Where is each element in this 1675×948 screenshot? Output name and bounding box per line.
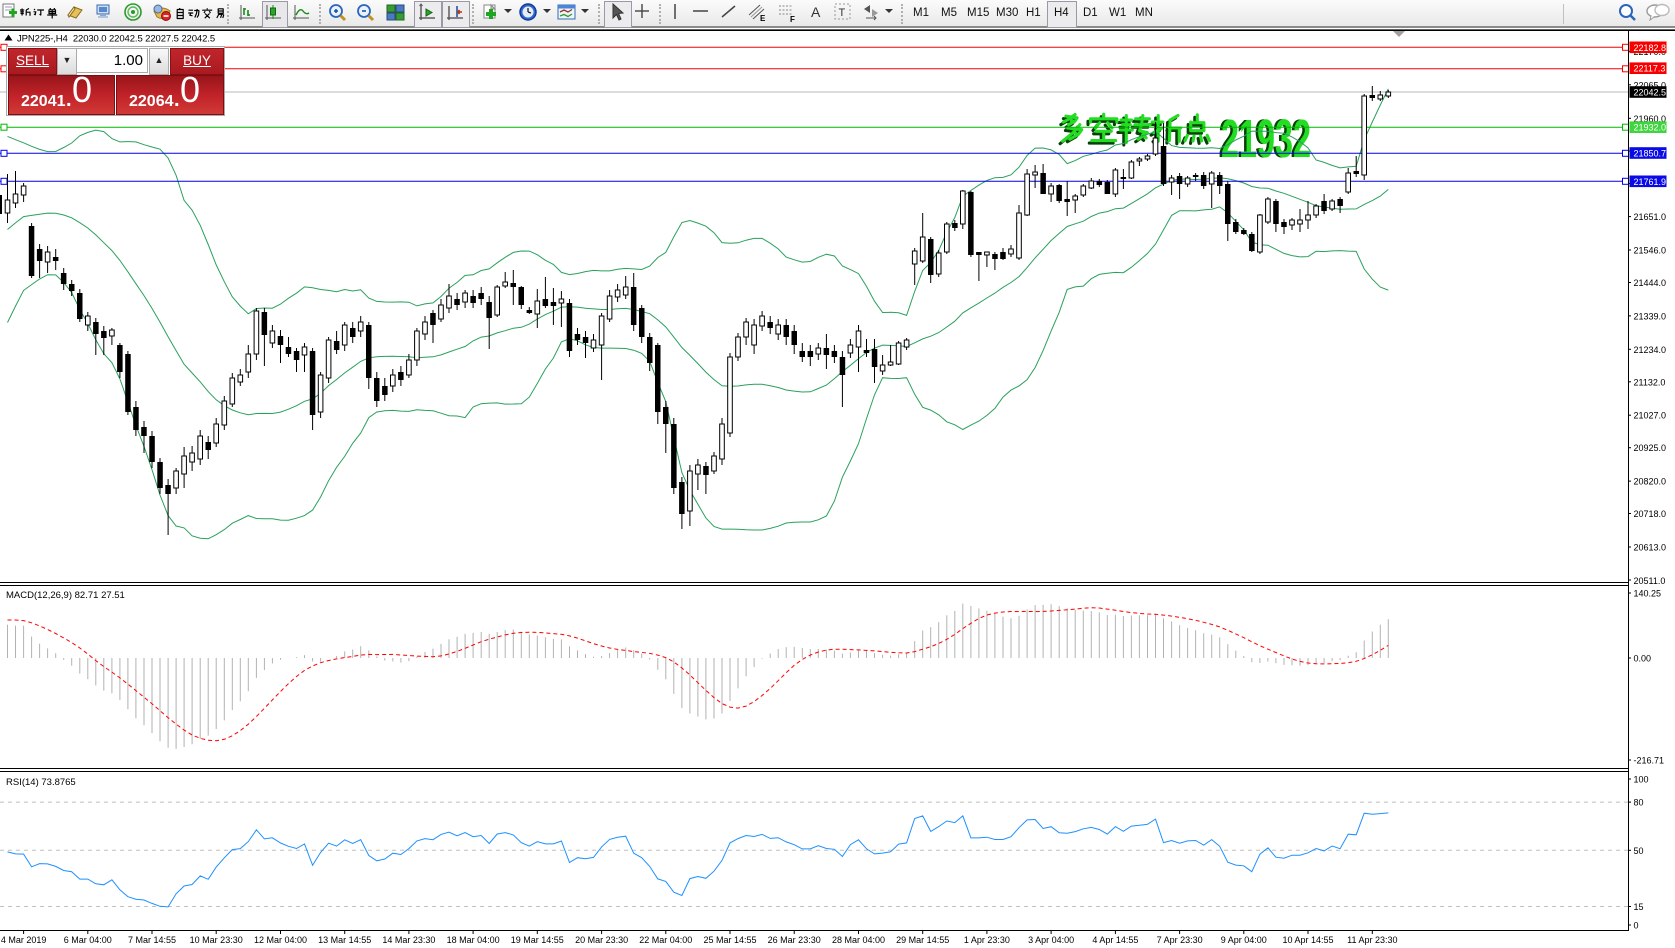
svg-text:19 Mar 14:55: 19 Mar 14:55 [511,935,564,945]
svg-text:MACD(12,26,9) 82.71 27.51: MACD(12,26,9) 82.71 27.51 [6,590,125,601]
svg-text:20925.0: 20925.0 [1634,443,1667,453]
svg-text:22042.5: 22042.5 [1634,88,1667,98]
svg-text:F: F [790,15,795,23]
svg-text:14 Mar 23:30: 14 Mar 23:30 [382,935,435,945]
svg-text:JPN225-,H4 22030.0 22042.5 22: JPN225-,H4 22030.0 22042.5 22027.5 22042… [17,34,215,45]
svg-text:20 Mar 23:30: 20 Mar 23:30 [575,935,628,945]
svg-text:21960.0: 21960.0 [1634,114,1667,124]
svg-text:21234.0: 21234.0 [1634,345,1667,355]
svg-text:22 Mar 04:00: 22 Mar 04:00 [639,935,692,945]
svg-text:21850.7: 21850.7 [1634,149,1667,159]
svg-text:3 Apr 04:00: 3 Apr 04:00 [1028,935,1074,945]
svg-text:21444.0: 21444.0 [1634,278,1667,288]
svg-text:22182.8: 22182.8 [1634,43,1667,53]
svg-text:4 Mar 2019: 4 Mar 2019 [1,935,47,945]
svg-text:22117.3: 22117.3 [1634,64,1666,74]
svg-text:T: T [839,7,846,19]
svg-text:10 Apr 14:55: 10 Apr 14:55 [1282,935,1333,945]
svg-text:20511.0: 20511.0 [1634,576,1666,586]
svg-text:A: A [811,4,821,20]
svg-text:13 Mar 14:55: 13 Mar 14:55 [318,935,371,945]
svg-text:12 Mar 04:00: 12 Mar 04:00 [254,935,307,945]
svg-text:18 Mar 04:00: 18 Mar 04:00 [447,935,500,945]
svg-text:20613.0: 20613.0 [1634,543,1667,553]
svg-text:1 Apr 23:30: 1 Apr 23:30 [964,935,1010,945]
svg-text:15: 15 [1634,902,1644,912]
svg-text:21932.0: 21932.0 [1634,123,1667,133]
svg-text:100: 100 [1634,775,1649,785]
svg-text:29 Mar 14:55: 29 Mar 14:55 [896,935,949,945]
svg-text:26 Mar 23:30: 26 Mar 23:30 [768,935,821,945]
svg-text:140.25: 140.25 [1634,589,1662,599]
svg-text:21651.0: 21651.0 [1634,212,1667,222]
svg-text:-216.71: -216.71 [1634,756,1665,766]
svg-text:21932: 21932 [1219,110,1309,169]
svg-text:20820.0: 20820.0 [1634,477,1667,487]
svg-text:25 Mar 14:55: 25 Mar 14:55 [703,935,756,945]
svg-text:10 Mar 23:30: 10 Mar 23:30 [190,935,243,945]
svg-text:0.00: 0.00 [1634,654,1652,664]
svg-text:28 Mar 04:00: 28 Mar 04:00 [832,935,885,945]
svg-text:21761.9: 21761.9 [1634,177,1667,187]
svg-text:22065.0: 22065.0 [1634,80,1667,90]
svg-text:7 Apr 23:30: 7 Apr 23:30 [1157,935,1203,945]
svg-text:4 Apr 14:55: 4 Apr 14:55 [1092,935,1138,945]
svg-text:80: 80 [1634,798,1644,808]
svg-text:21932: 21932 [1221,110,1311,169]
svg-text:0: 0 [1634,921,1639,931]
svg-text:E: E [760,14,766,23]
svg-text:21132.0: 21132.0 [1634,377,1666,387]
svg-text:50: 50 [1634,846,1644,856]
svg-text:11 Apr 23:30: 11 Apr 23:30 [1347,935,1397,945]
svg-text:21027.0: 21027.0 [1634,411,1667,421]
svg-text:9 Apr 04:00: 9 Apr 04:00 [1221,935,1267,945]
svg-text:6 Mar 04:00: 6 Mar 04:00 [64,935,112,945]
svg-text:20718.0: 20718.0 [1634,509,1667,519]
svg-text:7 Mar 14:55: 7 Mar 14:55 [128,935,176,945]
svg-text:RSI(14) 73.8765: RSI(14) 73.8765 [6,777,76,788]
svg-text:21339.0: 21339.0 [1634,311,1667,321]
svg-text:21546.0: 21546.0 [1634,246,1667,256]
